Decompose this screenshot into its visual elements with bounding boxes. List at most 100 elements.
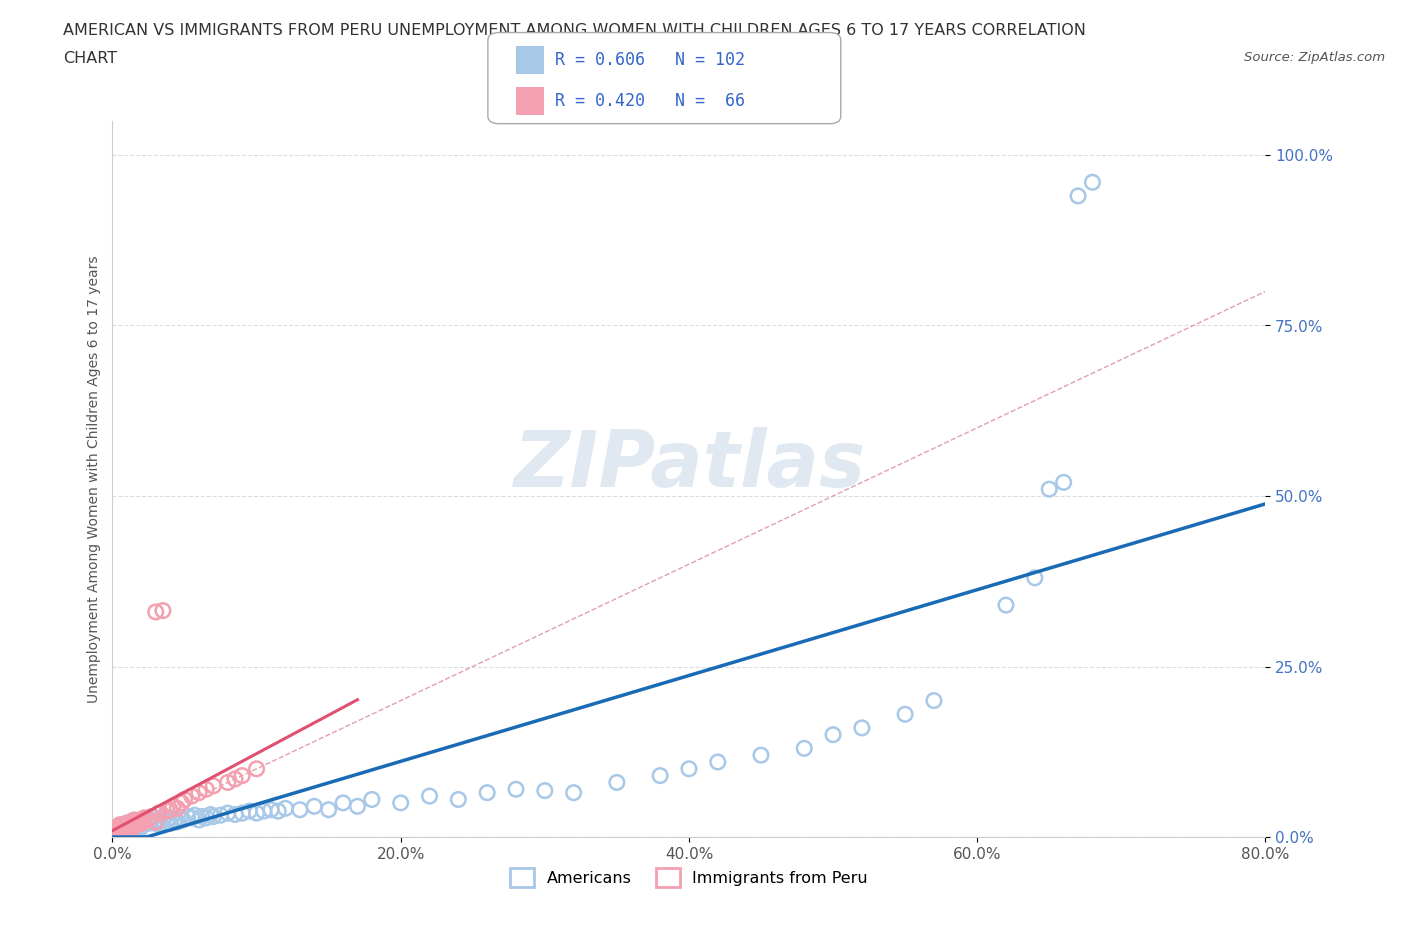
Point — [103, 829, 125, 844]
Point — [139, 815, 162, 830]
Point — [110, 821, 132, 836]
Point — [606, 775, 628, 790]
Point — [148, 805, 170, 820]
Point — [162, 799, 184, 814]
Point — [117, 819, 139, 834]
Point — [114, 821, 136, 836]
Point — [118, 821, 141, 836]
Point — [122, 813, 145, 828]
Point — [110, 826, 132, 841]
Point — [114, 826, 136, 841]
Point — [217, 805, 239, 820]
Point — [108, 823, 131, 838]
Point — [121, 824, 143, 839]
Point — [318, 803, 340, 817]
Point — [132, 813, 155, 828]
Point — [107, 823, 129, 838]
Point — [112, 826, 135, 841]
Point — [166, 801, 188, 816]
Point — [1038, 482, 1060, 497]
Point — [650, 768, 672, 783]
Point — [188, 813, 211, 828]
Point — [195, 782, 218, 797]
Point — [1024, 570, 1046, 585]
Point — [132, 817, 155, 832]
Point — [127, 823, 149, 838]
Point — [111, 819, 134, 834]
Point — [107, 828, 129, 843]
Point — [360, 792, 382, 807]
Y-axis label: Unemployment Among Women with Children Ages 6 to 17 years: Unemployment Among Women with Children A… — [87, 255, 101, 703]
Point — [129, 816, 153, 830]
Point — [105, 826, 128, 841]
Point — [112, 817, 135, 832]
Point — [120, 819, 142, 834]
Point — [114, 824, 136, 839]
Point — [246, 762, 269, 777]
Point — [145, 604, 167, 619]
Point — [253, 804, 276, 818]
Point — [104, 826, 127, 841]
Point — [129, 819, 153, 834]
Point — [108, 824, 131, 839]
Point — [111, 824, 134, 839]
Point — [138, 816, 160, 830]
Point — [534, 783, 557, 798]
Point — [146, 813, 169, 828]
Point — [134, 816, 156, 830]
Point — [114, 819, 136, 834]
Point — [246, 805, 269, 820]
Point — [217, 775, 239, 790]
Point — [793, 741, 815, 756]
Point — [136, 813, 159, 828]
Point — [202, 809, 225, 824]
Point — [1053, 475, 1076, 490]
Point — [104, 828, 127, 843]
Point — [145, 816, 167, 830]
Point — [173, 792, 195, 807]
Point — [122, 819, 145, 834]
Point — [105, 821, 128, 836]
Point — [191, 809, 214, 824]
Point — [129, 813, 153, 828]
Point — [238, 804, 260, 818]
Point — [180, 789, 202, 804]
Point — [118, 821, 141, 836]
Point — [110, 826, 132, 841]
Point — [124, 817, 146, 832]
Point — [104, 823, 127, 838]
Point — [156, 813, 179, 828]
Point — [332, 795, 354, 810]
Point — [104, 826, 127, 841]
Point — [447, 792, 470, 807]
Point — [224, 772, 246, 787]
Point — [122, 823, 145, 838]
Point — [105, 829, 128, 844]
Point — [145, 815, 167, 830]
Point — [505, 782, 527, 797]
Point — [707, 754, 730, 769]
Point — [110, 824, 132, 839]
Point — [153, 809, 176, 824]
Point — [562, 785, 585, 800]
Point — [195, 810, 218, 825]
Point — [141, 809, 163, 824]
Legend: Americans, Immigrants from Peru: Americans, Immigrants from Peru — [503, 861, 875, 894]
Point — [200, 807, 222, 822]
Point — [142, 809, 165, 824]
Point — [110, 821, 132, 836]
Point — [166, 815, 188, 830]
Point — [117, 821, 139, 836]
Point — [111, 819, 134, 834]
Point — [128, 821, 150, 836]
Point — [107, 826, 129, 841]
Point — [121, 819, 143, 834]
Point — [111, 826, 134, 841]
Point — [127, 815, 149, 830]
Point — [103, 826, 125, 841]
Point — [127, 817, 149, 832]
Point — [419, 789, 441, 804]
Point — [105, 824, 128, 839]
Point — [115, 823, 138, 838]
Point — [180, 810, 202, 825]
